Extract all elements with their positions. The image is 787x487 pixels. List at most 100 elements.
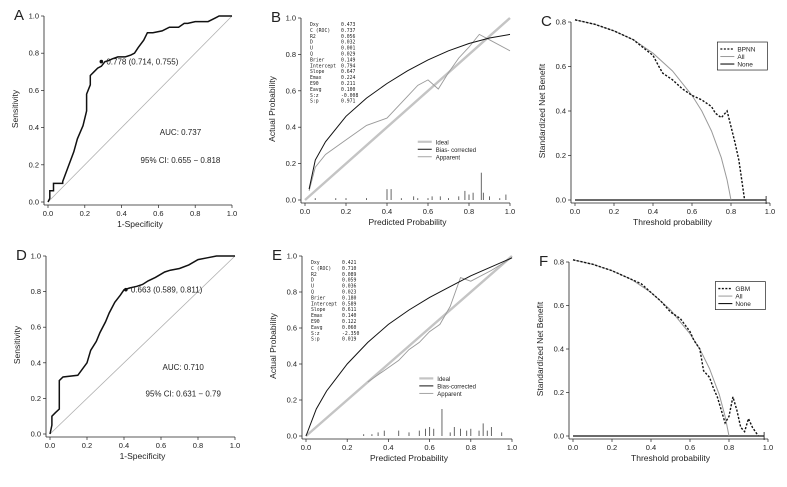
x-tick-label: 0.8: [464, 207, 474, 216]
y-tick-label: 0.2: [556, 151, 566, 160]
stat-name: C (ROC): [310, 28, 330, 34]
panel-label: D: [16, 247, 27, 264]
apparent-curve: [367, 257, 513, 383]
x-tick-label: 1.0: [505, 207, 515, 216]
stat-name: Eavg: [311, 325, 323, 331]
stat-value: 0.059: [342, 278, 357, 284]
stat-name: Dxy: [310, 22, 319, 28]
y-tick-label: 0.4: [31, 358, 41, 367]
x-tick-label: 0.0: [568, 443, 578, 452]
cutoff-point: [99, 59, 104, 64]
y-tick-label: 0.2: [29, 160, 39, 169]
x-tick-label: 0.8: [724, 443, 734, 452]
x-tick-label: 0.6: [687, 207, 697, 216]
x-tick-label: 0.2: [80, 209, 90, 218]
x-tick-label: 0.4: [116, 209, 126, 218]
apparent-curve: [308, 33, 511, 192]
panel-d: D 0.0 0.2 0.4 0.6 0.8 1.0 0.0 0.2 0.4 0.6 0.8 1.0 1-S…: [12, 247, 240, 461]
stat-name: R2: [310, 34, 316, 40]
x-tick-label: 0.0: [45, 441, 55, 450]
bias-corrected-curve: [308, 33, 511, 190]
x-axis-label: Threshold probability: [633, 217, 713, 227]
y-tick-label: 0.2: [554, 388, 564, 397]
legend-label: Apparent: [437, 392, 462, 398]
y-tick-label: 0.4: [29, 123, 39, 132]
x-tick-label: 1.0: [507, 443, 517, 452]
y-tick-label: 0.2: [286, 159, 296, 168]
stat-value: 0.180: [342, 295, 357, 301]
stat-name: Emax: [311, 313, 323, 319]
cutoff-point: [124, 287, 128, 292]
panel-label: E: [272, 247, 282, 264]
stat-value: 0.794: [341, 63, 356, 69]
auc-annotation: AUC: 0.710: [163, 363, 205, 372]
y-tick-label: 0.0: [556, 196, 566, 205]
y-axis-label: Sensitivity: [10, 89, 20, 128]
y-axis-label: Standardized Net Benefit: [537, 63, 547, 158]
stat-name: Brier: [311, 295, 326, 301]
y-axis-label: Actual Probability: [268, 312, 278, 378]
stat-name: Emax: [310, 75, 322, 81]
stat-value: 0.611: [342, 307, 357, 313]
stat-value: -0.008: [341, 93, 358, 99]
y-tick-label: 0.4: [556, 107, 566, 116]
stats-table: Dxy 0.421 C (ROC) 0.710 R2 0.089 D 0.059 U 0.036 Q…: [311, 260, 359, 343]
x-tick-label: 0.2: [342, 443, 352, 452]
treat-all-curve: [574, 19, 732, 201]
y-tick-label: 1.0: [286, 14, 296, 23]
chance-diagonal: [49, 255, 236, 435]
x-tick-label: 0.6: [156, 441, 166, 450]
stat-name: Intercept: [311, 301, 337, 307]
stat-name: S:p: [310, 99, 319, 105]
y-tick-label: 0.8: [29, 49, 39, 58]
y-tick-label: 0.6: [287, 324, 297, 333]
x-tick-label: 1.0: [230, 441, 240, 450]
ideal-line: [304, 17, 511, 201]
stat-name: Brier: [310, 57, 325, 63]
y-tick-label: 0.8: [556, 18, 566, 27]
panel-c: C 0.0 0.2 0.4 0.6 0.8 1.0 0.0 0.2 0.4 0.6 0.8 Thresh…: [537, 13, 775, 227]
x-tick-label: 0.0: [300, 207, 310, 216]
stat-value: 0.122: [342, 319, 357, 325]
bias-corrected-curve: [305, 257, 513, 437]
y-axis-label: Sensitivity: [12, 325, 22, 364]
legend-label: All: [737, 54, 745, 61]
x-tick-label: 0.8: [193, 441, 203, 450]
legend-label: Ideal: [437, 377, 450, 383]
stat-name: C (ROC): [311, 266, 331, 272]
legend-label: GBM: [735, 286, 750, 293]
x-tick-label: 0.8: [726, 207, 736, 216]
x-tick-label: 0.2: [82, 441, 92, 450]
roc-curve: [47, 15, 232, 203]
stat-name: R2: [311, 272, 317, 278]
cutoff-annotation: 0.663 (0.589, 0.811): [131, 286, 203, 295]
x-tick-label: 0.4: [382, 207, 392, 216]
y-tick-label: 0.6: [556, 62, 566, 71]
stat-name: Q: [311, 290, 314, 296]
stat-value: 0.100: [341, 87, 356, 93]
stat-value: 0.211: [341, 81, 356, 87]
x-tick-label: 0.8: [466, 443, 476, 452]
stat-value: 0.589: [342, 301, 357, 307]
x-tick-label: 0.0: [570, 207, 580, 216]
y-axis-label: Standardized Net Benefit: [535, 301, 545, 396]
roc-curve: [49, 255, 235, 435]
x-axis-label: 1-Specificity: [120, 451, 167, 461]
y-tick-label: 0.8: [287, 288, 297, 297]
stat-name: Eavg: [310, 87, 322, 93]
stat-value: 0.710: [342, 266, 357, 272]
treat-all-curve: [572, 259, 730, 437]
y-axis-label: Actual Probability: [267, 75, 277, 141]
stat-value: 0.036: [342, 284, 357, 290]
stat-name: D: [310, 40, 313, 46]
y-tick-label: 0.6: [31, 323, 41, 332]
model-net-benefit-curve: [572, 259, 759, 437]
y-tick-label: 0.4: [287, 360, 297, 369]
x-tick-label: 0.2: [609, 207, 619, 216]
y-tick-label: 0.4: [286, 123, 296, 132]
chance-diagonal: [47, 15, 233, 203]
ci-annotation: 95% CI: 0.631 − 0.79: [146, 390, 222, 399]
y-tick-label: 0.6: [554, 301, 564, 310]
panel-e: E 0.0 0.2 0.4 0.6 0.8 1.0 0.0 0.2 0.4 0.6 0.8 1.0 Pre…: [268, 247, 517, 463]
x-axis-label: 1-Specificity: [117, 219, 164, 229]
